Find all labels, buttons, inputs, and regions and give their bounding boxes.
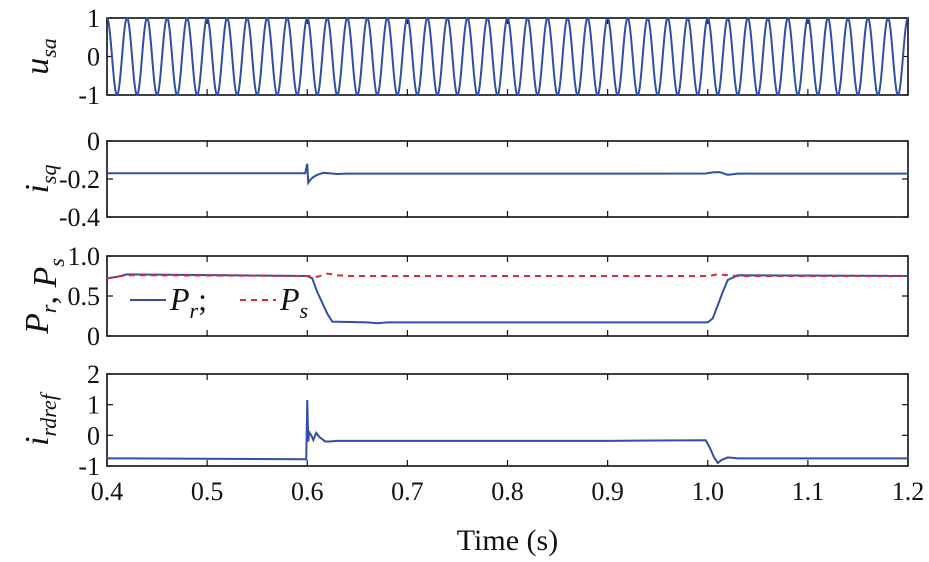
series-line-1 [107,400,908,465]
axes-box [106,140,909,218]
y-axis-label: irdref [19,391,61,446]
legend-entry: Pr; [169,281,207,323]
y-tick-label: 0 [87,421,100,450]
y-tick-label: -1 [78,452,100,481]
series-line-1 [107,273,908,325]
x-tick-label: 0.4 [91,477,124,506]
series-line-1 [107,16,908,97]
series-line-1 [107,163,908,186]
y-axis-label: usa [19,38,61,75]
x-tick-label: 1.1 [792,477,825,506]
y-tick-label: 0 [87,127,100,156]
y-tick-label: -1 [78,81,100,110]
x-axis-label: Time (s) [457,524,558,557]
y-tick-label: 1 [87,4,100,33]
y-tick-label: -0.2 [59,165,100,194]
x-tick-label: 0.5 [191,477,224,506]
x-tick-label: 0.7 [391,477,424,506]
x-tick-label: 1.2 [892,477,925,506]
y-tick-label: 0.5 [68,282,101,311]
panel-2: -0.4 -0.2 0 isq [19,127,909,232]
y-axis-label: isq [19,164,61,193]
legend-entry: Ps [279,281,308,323]
series-line-2 [107,272,908,280]
axes-box [106,255,909,337]
axes-box [106,17,909,96]
panel-1: -1 0 1 usa [19,4,909,110]
y-tick-label: 1 [87,391,100,420]
x-tick-label: 0.8 [491,477,524,506]
x-tick-label: 1.0 [692,477,725,506]
x-tick-label: 0.9 [591,477,624,506]
y-tick-label: -0.4 [59,203,100,232]
y-axis-label: Pr, Ps [19,258,69,335]
panel-3: 0 0.5 1.0Pr, Ps Pr; Ps [19,242,909,351]
y-tick-label: 0 [87,43,100,72]
axes-box [106,373,909,467]
y-tick-label: 1.0 [68,242,101,271]
y-tick-label: 0 [87,322,100,351]
x-tick-label: 0.6 [291,477,324,506]
y-tick-label: 2 [87,360,100,389]
